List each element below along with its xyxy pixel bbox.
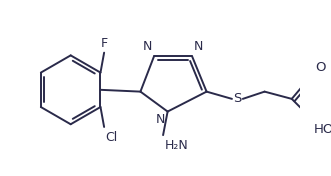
Text: S: S xyxy=(233,92,242,105)
Text: N: N xyxy=(156,113,165,126)
Text: F: F xyxy=(101,37,108,50)
Text: N: N xyxy=(143,40,152,53)
Text: O: O xyxy=(315,61,326,74)
Text: HO: HO xyxy=(313,123,331,136)
Text: Cl: Cl xyxy=(105,131,117,144)
Text: N: N xyxy=(194,40,203,53)
Text: H₂N: H₂N xyxy=(165,139,189,152)
